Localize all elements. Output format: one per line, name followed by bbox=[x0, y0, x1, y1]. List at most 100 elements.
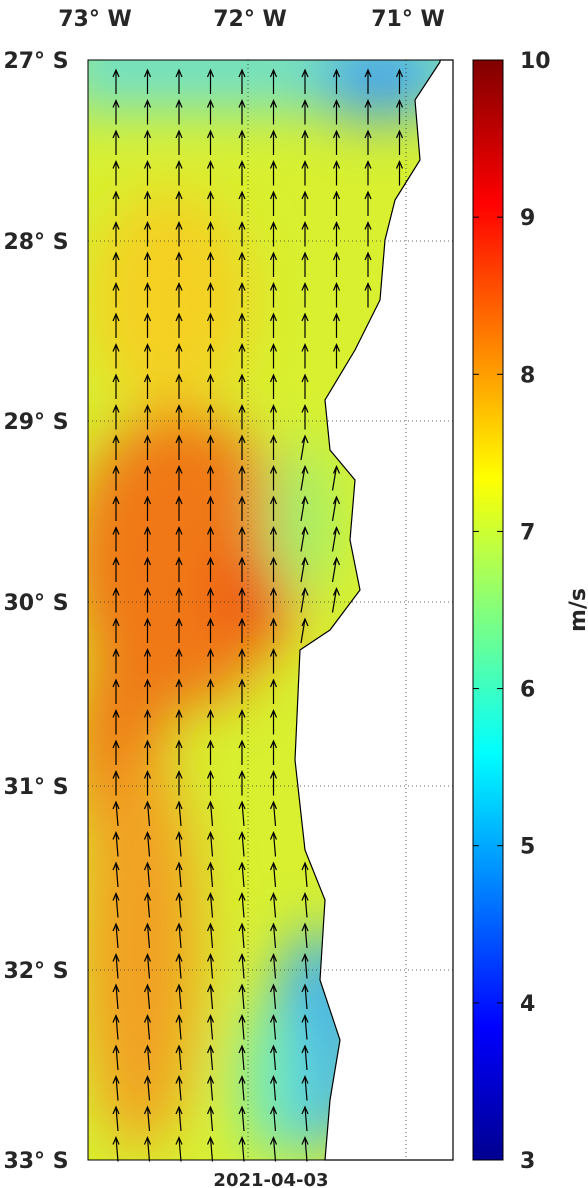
wind-arrow bbox=[395, 159, 404, 186]
lat-label: 33° S bbox=[3, 1149, 68, 1174]
wind-arrow bbox=[364, 159, 372, 186]
wind-arrow bbox=[143, 129, 152, 155]
wind-arrow bbox=[206, 1013, 215, 1040]
wind-arrow bbox=[175, 708, 183, 735]
colorbar-tick-label: 10 bbox=[520, 49, 551, 74]
wind-arrow bbox=[112, 556, 120, 582]
lon-label: 72° W bbox=[213, 7, 287, 32]
wind-arrow bbox=[175, 1044, 183, 1071]
colorbar-tick-label: 7 bbox=[520, 520, 535, 545]
wind-arrow bbox=[112, 1044, 120, 1071]
wind-arrow bbox=[112, 1074, 120, 1101]
wind-arrow bbox=[301, 861, 309, 888]
wind-arrow bbox=[269, 281, 278, 308]
wind-arrow bbox=[206, 1135, 215, 1162]
wind-arrow bbox=[206, 220, 215, 247]
wind-arrow bbox=[206, 342, 215, 369]
wind-arrow bbox=[175, 983, 183, 1010]
wind-arrow bbox=[332, 159, 341, 186]
wind-arrow bbox=[238, 739, 246, 765]
wind-arrow bbox=[112, 312, 120, 338]
wind-arrow bbox=[269, 1044, 278, 1071]
wind-arrow bbox=[143, 342, 152, 369]
lat-label: 32° S bbox=[3, 959, 68, 984]
wind-arrow bbox=[238, 159, 246, 186]
wind-arrow bbox=[301, 1013, 309, 1040]
wind-arrow bbox=[206, 647, 215, 674]
wind-arrow bbox=[364, 98, 372, 125]
wind-arrow bbox=[206, 68, 215, 94]
wind-arrow bbox=[112, 1013, 120, 1040]
wind-arrow bbox=[206, 98, 215, 125]
wind-arrow bbox=[112, 403, 120, 430]
lat-label: 29° S bbox=[3, 410, 68, 435]
wind-arrow bbox=[175, 678, 183, 704]
lat-label: 27° S bbox=[3, 49, 68, 74]
wind-arrow bbox=[331, 495, 341, 522]
wind-arrow bbox=[175, 922, 183, 949]
wind-arrow bbox=[112, 68, 120, 94]
wind-arrow bbox=[206, 800, 215, 827]
wind-arrow bbox=[238, 342, 246, 369]
wind-arrow bbox=[143, 708, 152, 735]
wind-arrow bbox=[143, 403, 152, 430]
wind-arrow bbox=[301, 373, 309, 399]
wind-arrow bbox=[238, 861, 246, 888]
wind-arrow bbox=[175, 1135, 183, 1162]
wind-arrow bbox=[175, 952, 183, 979]
wind-arrow bbox=[206, 190, 215, 216]
wind-arrow bbox=[175, 556, 183, 582]
wind-arrow bbox=[143, 647, 152, 674]
wind-arrow bbox=[143, 68, 152, 94]
wind-arrow bbox=[143, 1135, 152, 1162]
wind-arrow bbox=[112, 952, 120, 979]
wind-arrow bbox=[269, 1013, 278, 1040]
wind-arrow bbox=[269, 647, 278, 674]
wind-arrow bbox=[269, 525, 278, 552]
wind-arrow bbox=[238, 922, 246, 949]
wind-arrow bbox=[112, 678, 120, 704]
wind-arrow bbox=[143, 861, 152, 888]
wind-arrow bbox=[175, 98, 183, 125]
wind-arrow bbox=[238, 434, 246, 460]
wind-arrow bbox=[238, 464, 246, 491]
wind-arrow bbox=[112, 281, 120, 308]
lon-label: 71° W bbox=[371, 7, 445, 32]
wind-arrow bbox=[238, 708, 246, 735]
wind-arrow bbox=[301, 129, 309, 155]
wind-arrow bbox=[112, 159, 120, 186]
wind-arrow bbox=[238, 1074, 246, 1101]
wind-arrow bbox=[143, 251, 152, 277]
wind-arrow bbox=[175, 647, 183, 674]
wind-arrow bbox=[238, 647, 246, 674]
wind-arrow bbox=[238, 251, 246, 277]
wind-arrow bbox=[143, 983, 152, 1010]
wind-arrow bbox=[112, 220, 120, 247]
wind-arrow bbox=[206, 617, 215, 643]
wind-arrow bbox=[143, 495, 152, 521]
wind-arrow bbox=[143, 586, 152, 613]
wind-arrow bbox=[143, 525, 152, 552]
wind-arrow bbox=[238, 1105, 246, 1132]
wind-arrow bbox=[112, 495, 120, 521]
wind-arrow bbox=[112, 586, 120, 613]
wind-arrow bbox=[175, 373, 183, 399]
colorbar-tick-label: 4 bbox=[520, 992, 535, 1017]
wind-arrow bbox=[332, 68, 341, 94]
lat-label: 28° S bbox=[3, 230, 68, 255]
wind-arrow bbox=[300, 586, 309, 613]
wind-arrow bbox=[301, 98, 309, 125]
wind-arrow bbox=[332, 190, 341, 216]
wind-arrow bbox=[143, 617, 152, 643]
wind-arrow bbox=[269, 129, 278, 155]
wind-arrow bbox=[175, 1013, 183, 1040]
wind-arrow bbox=[238, 556, 246, 582]
wind-arrow bbox=[206, 495, 215, 521]
colorbar bbox=[472, 59, 504, 1161]
wind-arrow bbox=[206, 952, 215, 979]
wind-arrow bbox=[112, 129, 120, 155]
wind-arrow bbox=[112, 525, 120, 552]
wind-arrow bbox=[395, 129, 404, 155]
